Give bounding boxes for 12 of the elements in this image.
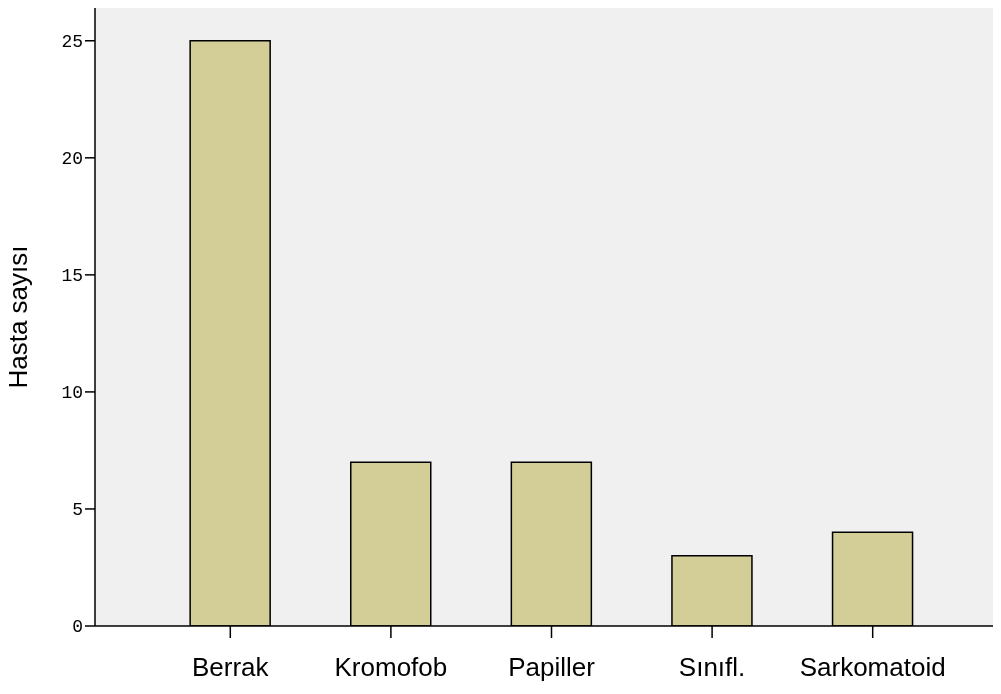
y-tick-label: 10 [61, 383, 83, 404]
y-tick-label: 0 [72, 617, 83, 638]
y-tick-label: 15 [61, 266, 83, 287]
y-tick-label: 20 [61, 149, 83, 170]
x-tick-label: Sarkomatoid [799, 652, 946, 683]
x-tick-label: Sınıfl. [678, 652, 746, 683]
y-tick-label: 5 [72, 500, 83, 521]
y-tick-label: 25 [61, 32, 83, 53]
x-tick-label: Papiller [508, 652, 596, 683]
y-axis-title: Hasta sayısı [3, 245, 34, 389]
x-tick-label: Kromofob [334, 652, 448, 683]
x-tick-label: Berrak [192, 652, 270, 683]
